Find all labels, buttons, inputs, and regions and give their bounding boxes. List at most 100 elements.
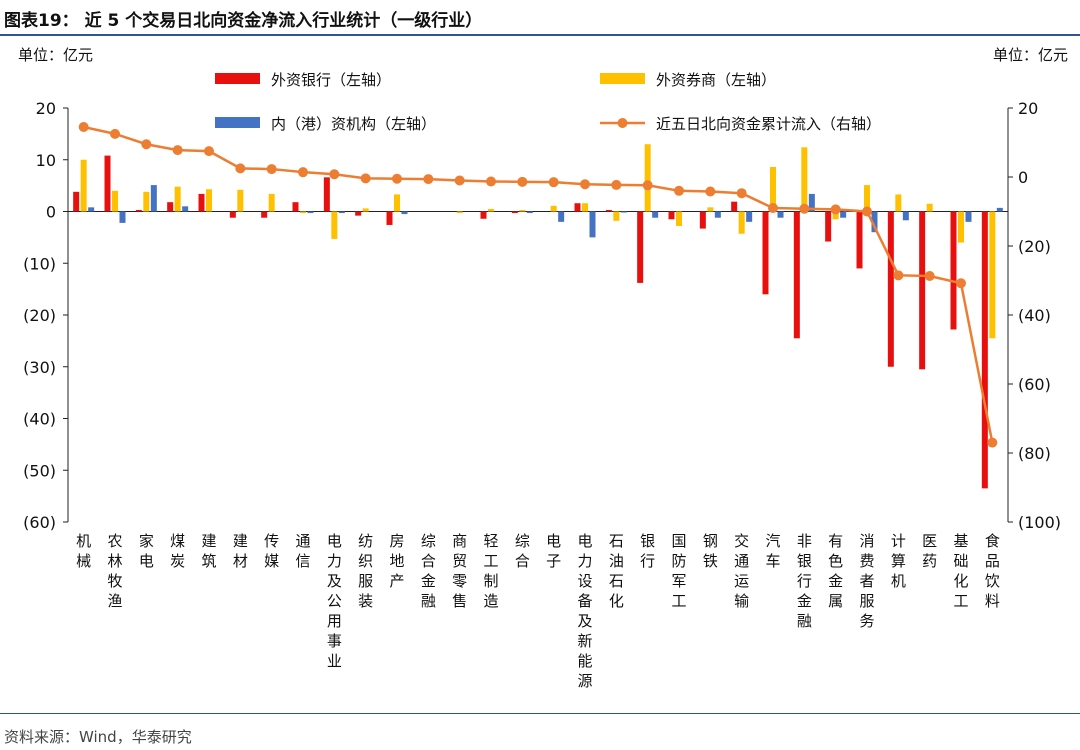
- cumulative-line: [78, 121, 998, 448]
- bar-foreign-bank: [668, 211, 675, 220]
- bar-foreign-broker: [112, 190, 118, 212]
- legend-label: 外资银行（左轴）: [271, 71, 391, 89]
- y-tick-label-left: (30): [23, 358, 56, 377]
- bar-foreign-broker: [770, 166, 776, 212]
- y-tick-label-right: (100): [1018, 513, 1061, 532]
- bar-domestic-hk: [965, 211, 972, 222]
- category-label: 商贸零售: [452, 532, 467, 610]
- y-tick-label-left: 0: [46, 203, 56, 222]
- category-label: 房地产: [389, 532, 404, 590]
- title-rule: [0, 34, 1080, 36]
- y-tick-label-left: (50): [23, 461, 56, 480]
- cumulative-line-point: [454, 175, 465, 186]
- category-label: 家电: [139, 532, 154, 570]
- bar-domestic-hk: [652, 211, 659, 218]
- bar-foreign-broker: [362, 208, 369, 212]
- bar-domestic-hk: [746, 211, 753, 222]
- y-tick-label-right: (20): [1018, 237, 1051, 256]
- bar-foreign-broker: [80, 159, 87, 212]
- bar-foreign-broker: [206, 189, 212, 212]
- bar-foreign-broker: [895, 194, 902, 212]
- y-tick-label-right: 20: [1018, 99, 1038, 118]
- bar-domestic-hk: [338, 211, 345, 214]
- legend-swatch-marker: [617, 118, 628, 128]
- bar-domestic-hk: [902, 211, 909, 221]
- cumulative-line-point: [329, 169, 340, 180]
- bar-foreign-broker: [488, 208, 494, 212]
- y-tick-label-left: 20: [36, 99, 56, 118]
- legend-label: 外资券商（左轴）: [656, 71, 776, 89]
- category-label: 计算机: [891, 532, 906, 590]
- bar-foreign-bank: [919, 211, 926, 370]
- bar-foreign-bank: [699, 211, 706, 229]
- category-label: 农林牧渔: [107, 532, 122, 610]
- bar-domestic-hk: [714, 211, 721, 218]
- cumulative-line-point: [862, 206, 872, 217]
- bar-domestic-hk: [620, 211, 627, 213]
- category-label: 有色金属: [828, 532, 843, 610]
- bar-foreign-broker: [143, 191, 150, 212]
- category-label: 电子: [546, 532, 561, 570]
- cumulative-line-point: [172, 145, 183, 156]
- category-label: 建材: [233, 532, 248, 570]
- bar-foreign-bank: [480, 211, 487, 219]
- y-tick-label-right: (80): [1018, 444, 1051, 463]
- cumulative-line-point: [987, 437, 998, 448]
- category-label: 国防军工: [671, 532, 686, 610]
- legend-label: 内（港）资机构（左轴）: [271, 115, 436, 133]
- figure-title: 图表19： 近 5 个交易日北向资金净流入行业统计（一级行业）: [4, 11, 483, 31]
- cumulative-line-point: [392, 173, 402, 184]
- cumulative-line-point: [736, 188, 747, 199]
- bar-domestic-hk: [526, 211, 533, 214]
- cumulative-line-point: [580, 179, 590, 190]
- cumulative-line-point: [674, 185, 684, 196]
- bar-foreign-bank: [856, 211, 863, 269]
- cumulative-line-point: [517, 176, 528, 187]
- category-label: 基础化工: [953, 532, 968, 610]
- bar-foreign-bank: [574, 203, 581, 212]
- bar-foreign-broker: [613, 211, 620, 221]
- bar-domestic-hk: [777, 211, 784, 218]
- bar-foreign-bank: [261, 211, 268, 218]
- bar-foreign-bank: [355, 211, 362, 216]
- bar-domestic-hk: [996, 207, 1003, 212]
- category-label: 电力及公用事业: [327, 532, 342, 670]
- legend-label: 近五日北向资金累计流入（右轴）: [656, 115, 881, 133]
- y-tick-label-right: (60): [1018, 375, 1051, 394]
- cumulative-line-point: [78, 121, 89, 132]
- bar-domestic-hk: [182, 206, 189, 212]
- bar-foreign-bank: [386, 211, 393, 225]
- y-tick-label-right: 0: [1018, 168, 1028, 187]
- y-tick-label-left: (10): [23, 254, 56, 273]
- category-label: 石油石化: [609, 532, 624, 610]
- category-label: 汽车: [765, 532, 780, 570]
- cumulative-line-point: [611, 179, 622, 190]
- bar-foreign-broker: [707, 207, 714, 212]
- category-label: 机械: [76, 532, 91, 570]
- y-tick-label-left: (20): [23, 306, 56, 325]
- bar-foreign-bank: [229, 211, 236, 218]
- bar-foreign-broker: [582, 203, 588, 212]
- bottom-rule: [0, 713, 1080, 714]
- source-note: 资料来源：Wind，华泰研究: [4, 728, 192, 746]
- unit-label-right: 单位：亿元: [992, 46, 1068, 64]
- y-tick-label-right: (40): [1018, 306, 1051, 325]
- bar-foreign-broker: [864, 185, 870, 212]
- bar-foreign-broker: [832, 211, 839, 220]
- bar-foreign-bank: [198, 193, 205, 212]
- bar-foreign-broker: [958, 211, 964, 243]
- bar-foreign-bank: [981, 211, 988, 489]
- bar-foreign-broker: [237, 189, 244, 212]
- y-tick-label-left: (60): [23, 513, 56, 532]
- category-label: 煤炭: [170, 532, 185, 570]
- bar-foreign-bank: [605, 209, 612, 212]
- bar-domestic-hk: [88, 207, 95, 212]
- bar-foreign-broker: [268, 193, 275, 212]
- cumulative-line-point: [266, 164, 277, 175]
- bar-foreign-broker: [989, 211, 996, 339]
- bar-domestic-hk: [808, 193, 815, 212]
- bar-foreign-bank: [762, 211, 769, 295]
- cumulative-line-point: [423, 174, 434, 185]
- legend: 外资银行（左轴） 外资券商（左轴） 内（港）资机构（左轴） 近五日北向资金累计流入（右…: [215, 71, 881, 133]
